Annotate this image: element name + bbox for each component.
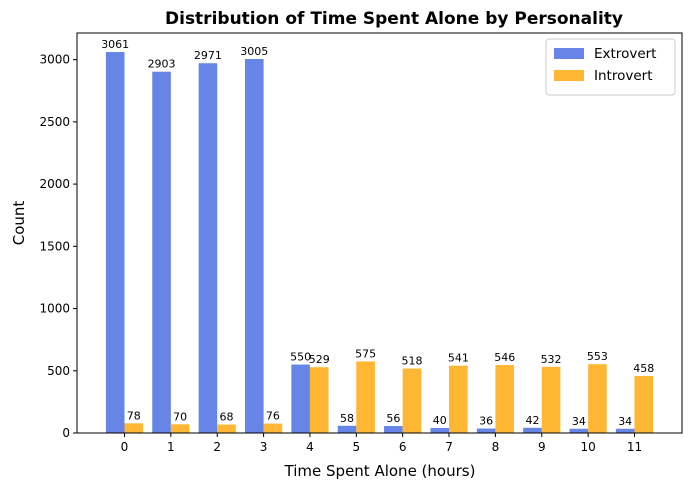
- bar-introvert-7: [449, 365, 468, 433]
- y-tick-label-2500: 2500: [39, 115, 70, 129]
- bar-extrovert-1: [152, 71, 171, 434]
- data-label-introvert-9: 532: [541, 353, 562, 366]
- data-label-introvert-11: 458: [633, 362, 654, 375]
- x-tick-label-8: 8: [492, 440, 500, 454]
- legend-swatch-extrovert: [554, 48, 584, 59]
- data-label-extrovert-7: 40: [433, 414, 447, 427]
- bar-extrovert-8: [476, 428, 496, 433]
- bar-extrovert-2: [198, 63, 218, 434]
- x-tick-label-6: 6: [399, 440, 407, 454]
- data-label-introvert-7: 541: [448, 352, 469, 365]
- data-label-introvert-1: 70: [173, 410, 187, 423]
- y-tick-label-1500: 1500: [39, 239, 70, 253]
- x-tick-label-3: 3: [260, 440, 268, 454]
- bar-introvert-6: [402, 368, 422, 433]
- data-label-extrovert-8: 36: [479, 415, 493, 428]
- data-label-extrovert-6: 56: [386, 412, 400, 425]
- bars-layer: [105, 52, 654, 434]
- x-tick-label-4: 4: [306, 440, 314, 454]
- data-label-extrovert-4: 550: [290, 351, 311, 364]
- bar-extrovert-11: [615, 428, 635, 433]
- data-label-introvert-3: 76: [266, 410, 280, 423]
- bar-introvert-9: [541, 366, 561, 433]
- bar-extrovert-4: [291, 364, 310, 433]
- legend-swatch-introvert: [554, 70, 584, 81]
- data-label-extrovert-11: 34: [618, 415, 632, 428]
- x-tick-label-1: 1: [167, 440, 175, 454]
- x-tick-label-0: 0: [121, 440, 129, 454]
- bar-introvert-8: [495, 365, 515, 433]
- data-label-introvert-8: 546: [494, 351, 515, 364]
- bar-extrovert-10: [569, 428, 589, 433]
- data-label-extrovert-0: 3061: [101, 38, 129, 51]
- data-label-extrovert-10: 34: [572, 415, 586, 428]
- y-tick-label-1000: 1000: [39, 302, 70, 316]
- data-label-extrovert-1: 2903: [148, 58, 176, 71]
- bar-extrovert-3: [244, 59, 264, 433]
- y-tick-label-0: 0: [62, 426, 70, 440]
- legend: Extrovert Introvert: [545, 38, 676, 96]
- x-tick-label-7: 7: [445, 440, 453, 454]
- bar-introvert-3: [263, 423, 283, 433]
- data-label-extrovert-5: 58: [340, 412, 354, 425]
- bar-introvert-1: [170, 424, 190, 433]
- data-label-extrovert-2: 2971: [194, 49, 222, 62]
- bar-introvert-4: [309, 367, 329, 433]
- legend-label-extrovert: Extrovert: [594, 46, 656, 62]
- bar-introvert-2: [217, 424, 236, 433]
- data-label-introvert-0: 78: [127, 409, 141, 422]
- data-label-introvert-6: 518: [401, 355, 422, 368]
- bar-extrovert-6: [384, 426, 403, 433]
- bar-extrovert-0: [105, 52, 125, 434]
- bar-introvert-10: [588, 364, 607, 433]
- bar-introvert-0: [124, 423, 144, 433]
- x-tick-label-2: 2: [213, 440, 221, 454]
- chart-title: Distribution of Time Spent Alone by Pers…: [165, 9, 623, 29]
- data-label-introvert-4: 529: [309, 353, 330, 366]
- bar-extrovert-5: [337, 425, 357, 433]
- data-label-extrovert-3: 3005: [240, 45, 268, 58]
- data-label-introvert-2: 68: [220, 411, 234, 424]
- plot-frame: [76, 32, 683, 434]
- bar-extrovert-7: [430, 428, 450, 433]
- y-tick-label-500: 500: [47, 364, 70, 378]
- data-label-introvert-10: 553: [587, 350, 608, 363]
- x-tick-label-11: 11: [627, 440, 642, 454]
- data-label-introvert-5: 575: [355, 347, 376, 360]
- x-tick-label-9: 9: [538, 440, 546, 454]
- y-tick-label-2000: 2000: [39, 177, 70, 191]
- x-tick-label-5: 5: [352, 440, 360, 454]
- bar-introvert-5: [356, 361, 375, 433]
- y-axis-label: Count: [10, 201, 28, 246]
- x-axis-label: Time Spent Alone (hours): [284, 462, 476, 480]
- bar-introvert-11: [634, 375, 654, 433]
- x-tick-label-10: 10: [580, 440, 595, 454]
- y-tick-label-3000: 3000: [39, 53, 70, 67]
- legend-label-introvert: Introvert: [594, 68, 652, 84]
- data-label-extrovert-9: 42: [525, 414, 539, 427]
- bar-extrovert-9: [523, 427, 542, 433]
